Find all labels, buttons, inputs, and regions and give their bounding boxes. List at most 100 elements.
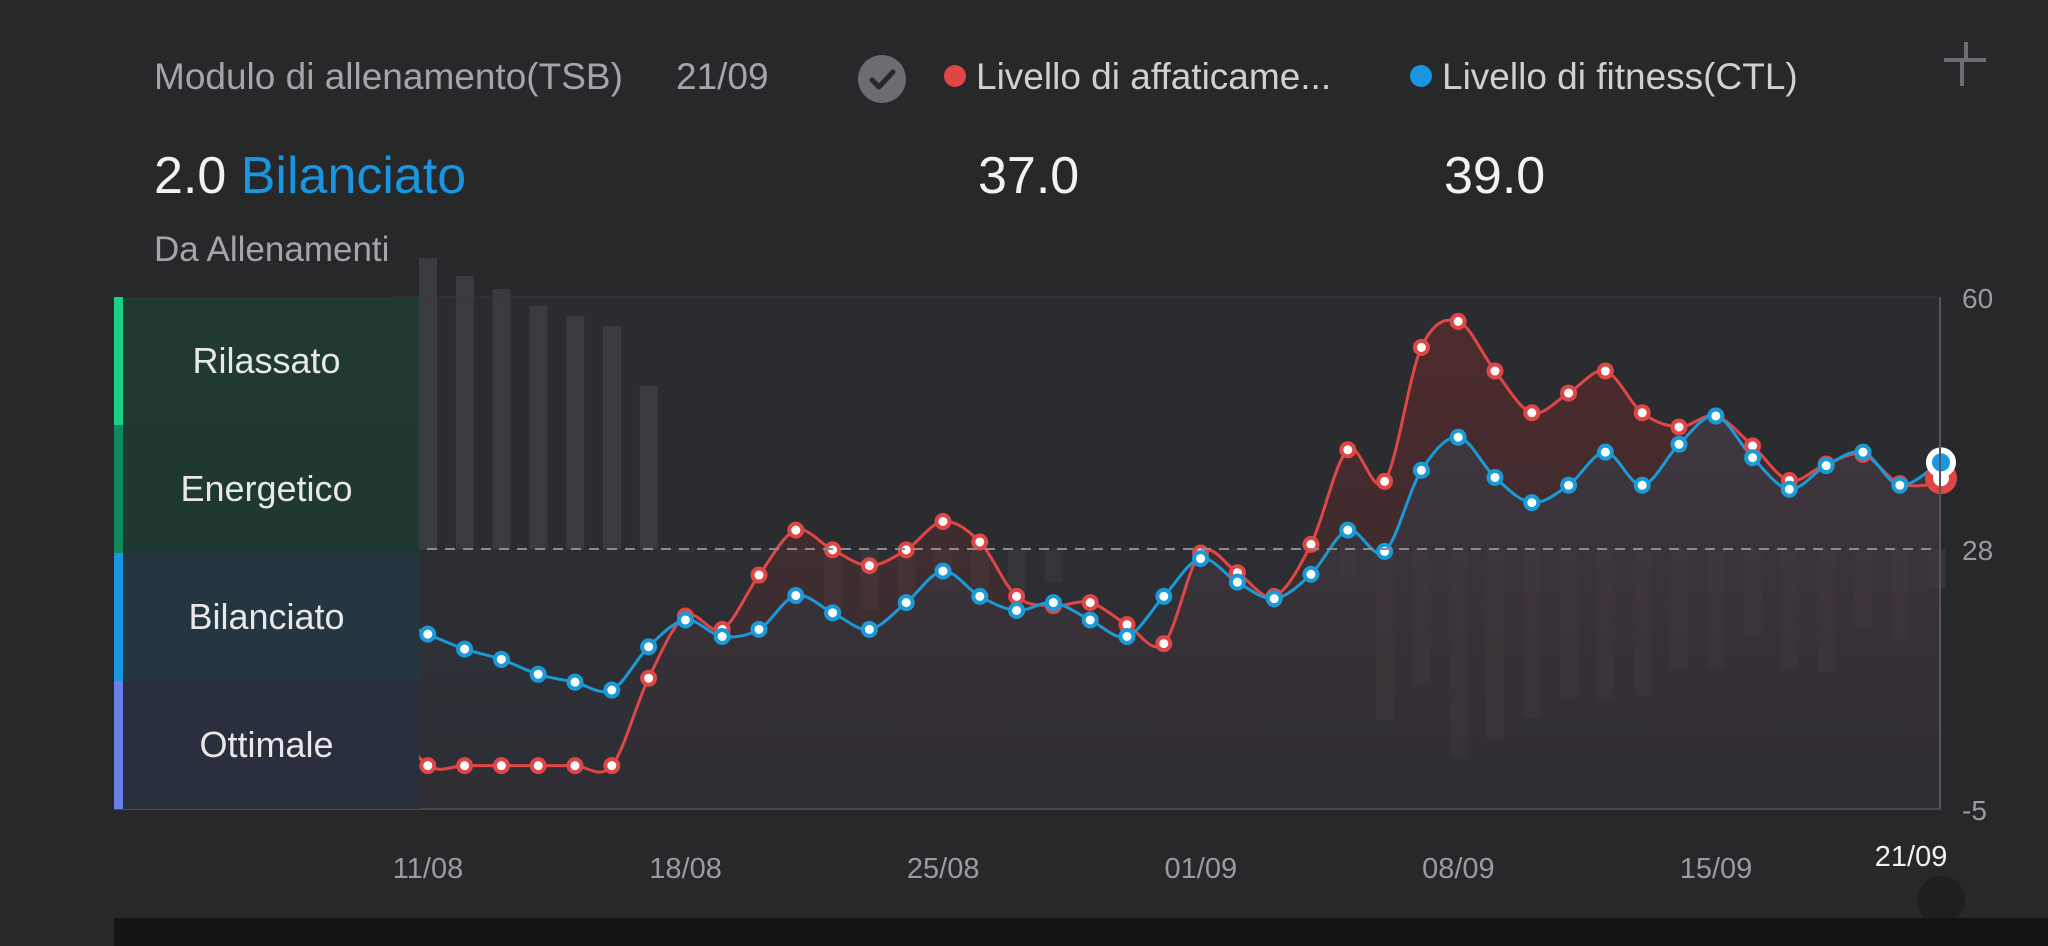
tsb-bar [1118,549,1137,552]
ctl-point [934,562,952,580]
ctl-point [1302,565,1320,583]
x-tick-label: 08/09 [1422,853,1495,885]
atl-point [1670,418,1688,436]
atl-point [419,757,437,775]
ctl-point [1744,449,1762,467]
ctl-point [1228,573,1246,591]
atl-point [1302,535,1320,553]
atl-point [1486,362,1504,380]
tsb-bar [419,258,437,550]
atl-point [1523,404,1541,422]
ctl-point [787,587,805,605]
atl-point [860,557,878,575]
x-tick-label: 11/08 [393,853,463,885]
x-tick-label: 21/09 [1875,841,1948,873]
atl-point [1449,312,1467,330]
atl-dot-icon [944,65,966,88]
ctl-point [1265,590,1283,608]
zone-rilassato-label: Rilassato [192,340,341,381]
ctl-point [603,681,621,699]
y-tick-label: 60 [1962,283,1993,314]
atl-point [750,566,768,584]
tsb-bar [750,549,769,552]
ctl-point [971,587,989,605]
zone-energetico: Energetico [114,425,419,553]
atl-point [1596,362,1614,380]
ctl-point [750,620,768,638]
tsb-status: Bilanciato [240,147,467,205]
zone-legend: Rilassato Energetico Bilanciato Ottimale [114,297,419,809]
ctl-point [640,638,658,656]
tsb-bar [1081,549,1100,552]
ctl-value: 39.0 [1444,147,1546,205]
legend-atl[interactable]: Livello di affaticame... [944,56,1331,98]
zone-bilanciato: Bilanciato [114,553,419,681]
ctl-point [1560,476,1578,494]
ctl-point [1449,428,1467,446]
atl-point [1560,384,1578,402]
atl-point [1339,441,1357,459]
zone-ottimale-label: Ottimale [199,724,334,765]
ctl-point [1670,435,1688,453]
tsb-bar [1007,549,1026,592]
ctl-point [824,604,842,622]
ctl-point [1081,611,1099,629]
tsb-bar [676,549,695,552]
zone-ottimale: Ottimale [114,681,419,809]
collapse-icon[interactable] [1940,38,1990,88]
ctl-dot-icon [1410,65,1432,88]
ctl-point [1044,594,1062,612]
atl-point [492,757,510,775]
series-points[interactable] [382,312,1957,775]
data-source: Da Allenamenti [154,230,390,269]
atl-point [529,757,547,775]
scrubber-handle [1917,876,1965,924]
ctl-point [1707,407,1725,425]
ctl-point [713,627,731,645]
ctl-point [1854,443,1872,461]
x-tick-label: 18/08 [649,853,722,885]
tsb-bar [1155,549,1173,552]
atl-point [1008,587,1026,605]
zone-ottimale-bar [114,681,123,809]
tsb-bar [529,306,548,550]
ctl-label: Livello di fitness(CTL) [1442,56,1798,97]
ctl-point [1633,476,1651,494]
ctl-point [897,594,915,612]
y-tick-label: -5 [1962,795,1987,826]
tsb-bar [492,289,511,550]
atl-point [640,669,658,687]
zone-rilassato-bar [114,297,123,425]
ctl-point [1192,550,1210,568]
ctl-point [1596,443,1614,461]
zone-rilassato: Rilassato [114,297,419,425]
tsb-bar [639,386,658,550]
ctl-point [1412,461,1430,479]
x-tick-label: 01/09 [1165,853,1238,885]
ctl-point [1817,457,1835,475]
tsb-bar [603,326,621,550]
check-icon[interactable] [858,55,906,103]
ctl-point [676,611,694,629]
atl-label: Livello di affaticame... [976,56,1332,97]
ctl-point [456,640,474,658]
ctl-point [1523,494,1541,512]
atl-point [971,533,989,551]
chart-axes: 60 28 -5 11/08 18/08 25/08 01/09 08/09 15/09 21/0… [114,283,1993,924]
ctl-point [860,620,878,638]
atl-value: 37.0 [978,147,1080,205]
series-areas [391,320,1940,809]
selected-date: 21/09 [676,56,769,97]
atl-point [1376,472,1394,490]
ctl-point [566,673,584,691]
zone-bilanciato-label: Bilanciato [188,596,345,637]
tsb-value: 2.0 [154,147,227,205]
ctl-point [1891,476,1909,494]
zone-bilanciato-bar [114,553,123,681]
legend-ctl[interactable]: Livello di fitness(CTL) [1410,56,1798,98]
ctl-point [1486,468,1504,486]
atl-point [1155,635,1173,653]
atl-point [603,757,621,775]
atl-point [787,521,805,539]
